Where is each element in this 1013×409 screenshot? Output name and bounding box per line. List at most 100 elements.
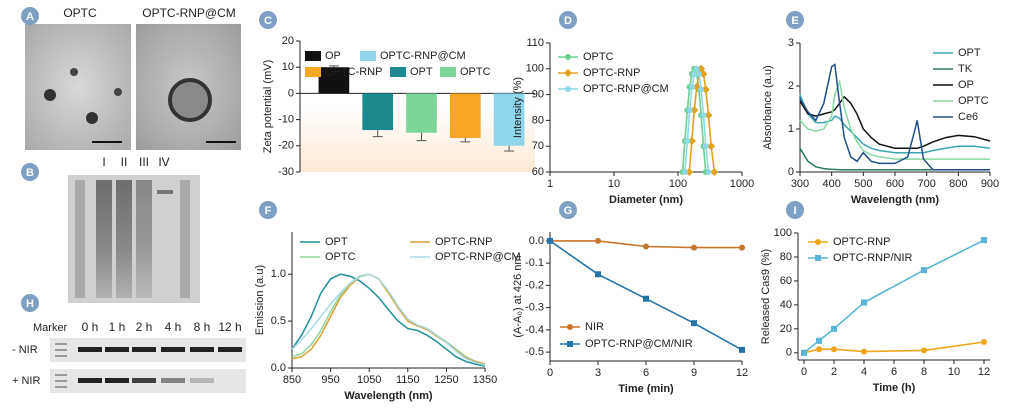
row-label: + NIR <box>12 375 40 387</box>
bar <box>493 93 525 146</box>
x-axis-label: Wavelength (nm) <box>344 390 433 402</box>
marker <box>921 347 927 354</box>
gel-image <box>68 175 200 303</box>
marker <box>691 320 697 327</box>
y-tick-label: 60 <box>532 166 544 178</box>
x-tick-label: 700 <box>917 178 935 190</box>
row-label: - NIR <box>12 344 38 356</box>
lane-label: 12 h <box>218 320 241 334</box>
legend-label: OPTC-RNP <box>325 66 382 78</box>
tem-label: OPTC <box>63 6 97 20</box>
panel-label: I <box>793 205 796 217</box>
particle <box>114 88 122 96</box>
x-tick-label: 1000 <box>730 178 754 190</box>
panel-badge <box>259 201 277 219</box>
gel-bands <box>55 343 242 388</box>
y-tick-label: -0.2 <box>525 279 544 291</box>
y-tick-label: -0.5 <box>525 346 544 358</box>
lane-label: II <box>121 155 128 169</box>
marker <box>831 346 837 353</box>
x-tick-label: 4 <box>861 366 867 378</box>
lane-label: 0 h <box>82 320 99 334</box>
marker <box>681 169 688 175</box>
marker <box>547 237 553 244</box>
y-axis-label: Intensity (%) <box>512 77 524 138</box>
y-tick-label: -0.3 <box>525 302 544 314</box>
x-tick-label: 6 <box>891 366 897 378</box>
legend-swatch <box>390 67 406 77</box>
y-tick-label: 100 <box>774 227 792 239</box>
legend-marker <box>815 239 821 245</box>
line <box>291 273 486 367</box>
y-tick-label: 90 <box>532 89 544 101</box>
marker <box>695 70 702 77</box>
x-tick-label: 100 <box>669 178 687 190</box>
legend-label: OPTC <box>958 95 989 107</box>
marker <box>710 168 719 176</box>
y-tick-label: 80 <box>532 114 544 126</box>
bar <box>406 93 437 133</box>
legend-marker <box>565 54 571 60</box>
marker <box>831 325 837 332</box>
marker <box>595 271 601 278</box>
y-tick-label: 40 <box>780 299 792 311</box>
legend-label: OPT <box>325 236 348 248</box>
x-tick-label: 400 <box>822 178 840 190</box>
marker <box>687 137 696 146</box>
marker <box>981 339 987 346</box>
y-tick-label: 20 <box>282 35 294 47</box>
x-tick-label: 500 <box>854 178 872 190</box>
y-tick-label: 0.0 <box>271 362 286 374</box>
legend-marker <box>565 86 571 92</box>
panel-label: G <box>564 205 573 217</box>
y-tick-label: 70 <box>532 140 544 152</box>
panel-badge <box>559 201 577 219</box>
x-tick-label: 9 <box>691 367 697 379</box>
line <box>799 78 990 160</box>
tem-label: OPTC-RNP@CM <box>142 6 236 20</box>
marker <box>691 70 698 77</box>
gel-lane <box>136 180 152 298</box>
x-tick-label: 10 <box>608 178 620 190</box>
x-axis-label: Time (min) <box>618 383 674 395</box>
marker <box>701 85 710 94</box>
panel-badge <box>786 201 804 219</box>
legend-label: NIR <box>585 321 604 333</box>
y-tick-label: -10 <box>278 114 294 126</box>
bar <box>449 93 481 138</box>
legend-marker <box>815 255 821 261</box>
legend-label: OPTC-RNP <box>583 67 640 79</box>
x-tick-label: 1 <box>547 178 553 190</box>
line <box>803 341 985 354</box>
lane-label: 1 h <box>109 320 126 334</box>
panel-label: D <box>564 15 572 27</box>
y-tick-label: -30 <box>278 166 294 178</box>
x-tick-label: 900 <box>981 178 999 190</box>
y-tick-label: 80 <box>780 251 792 263</box>
x-tick-label: 0 <box>801 366 807 378</box>
y-axis-label: Released Cas9 (%) <box>760 249 772 344</box>
x-tick-label: 8 <box>921 366 927 378</box>
panel-badge <box>786 11 804 29</box>
x-axis-label: Diameter (nm) <box>609 194 683 206</box>
lane-label: 4 h <box>165 320 182 334</box>
line <box>291 273 486 366</box>
y-tick-label: 1 <box>788 123 794 135</box>
gel-ladder <box>180 180 190 298</box>
legend-label: OPTC-RNP@CM <box>583 83 669 95</box>
legend-label: OPTC <box>460 66 491 78</box>
y-tick-label: 100 <box>526 63 544 75</box>
legend-label: OPT <box>410 66 433 78</box>
marker <box>688 83 695 90</box>
legend-label: OPTC-RNP@CM <box>435 251 521 263</box>
marker <box>816 337 822 344</box>
marker <box>861 299 867 306</box>
marker <box>816 346 822 353</box>
y-axis-label: Absorbance (a.u) <box>762 65 774 149</box>
marker <box>684 138 691 145</box>
y-tick-label: -20 <box>278 140 294 152</box>
lane-label: 2 h <box>136 320 153 334</box>
particle <box>70 68 78 76</box>
gel-band <box>157 190 173 194</box>
